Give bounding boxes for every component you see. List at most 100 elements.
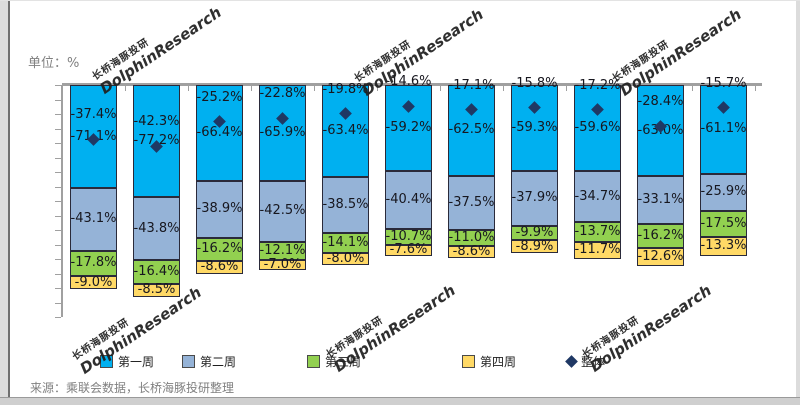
source-text: 来源：乘联会数据，长桥海豚投研整理 bbox=[30, 381, 235, 395]
watermark-line1: 长桥海豚投研 bbox=[352, 38, 414, 85]
bar-segment bbox=[196, 261, 243, 274]
bar-segment-label: -11.0% bbox=[448, 229, 495, 245]
bar-segment-label: -8.9% bbox=[515, 238, 554, 254]
bar-segment bbox=[259, 259, 306, 270]
bar-segment-label: -8.6% bbox=[452, 244, 491, 260]
x-axis-tick bbox=[755, 86, 756, 91]
bar-segment-label: -62.5% bbox=[448, 122, 495, 138]
y-axis-tick bbox=[55, 128, 61, 130]
bar-segment bbox=[385, 244, 432, 256]
y-axis-tick bbox=[55, 85, 61, 86]
bar-segment bbox=[70, 188, 117, 251]
bar-segment bbox=[259, 180, 306, 243]
bar-segment-label: -9.0% bbox=[74, 274, 113, 290]
legend-label: 整体 bbox=[581, 354, 606, 369]
bar-segment-label: -37.9% bbox=[511, 190, 558, 206]
bar-segment bbox=[196, 85, 243, 182]
bar-segment-label: -43.1% bbox=[70, 211, 117, 227]
bar-segment bbox=[448, 85, 495, 176]
bar-segment-label: -38.5% bbox=[322, 196, 369, 212]
x-axis-tick bbox=[188, 86, 189, 91]
bar-segment-label: -66.4% bbox=[196, 125, 243, 141]
legend-item: 整体 bbox=[565, 353, 606, 369]
bar-segment-label: -61.1% bbox=[700, 121, 747, 137]
bar-segment-label: -10.7% bbox=[385, 229, 432, 245]
y-axis-tick bbox=[55, 143, 61, 144]
legend-swatch-icon bbox=[100, 354, 113, 368]
bar-segment bbox=[322, 232, 369, 254]
legend-swatch-icon bbox=[307, 354, 320, 368]
bar-segment-label: -59.2% bbox=[385, 119, 432, 135]
bar-segment bbox=[637, 176, 684, 225]
x-axis-tick bbox=[629, 86, 630, 91]
y-axis-tick bbox=[55, 244, 61, 246]
bar-segment bbox=[70, 276, 117, 290]
bar-segment-label: -9.9% bbox=[515, 225, 554, 241]
frame-edge-right bbox=[796, 0, 800, 397]
bar-segment-label: -42.5% bbox=[259, 203, 306, 219]
y-axis-tick bbox=[55, 259, 61, 260]
diamond-value-label: -22.8% bbox=[259, 86, 306, 102]
bar-segment bbox=[133, 196, 180, 261]
bar-segment bbox=[196, 237, 243, 262]
bar-segment bbox=[259, 85, 306, 181]
bar-segment-label: -17.8% bbox=[70, 255, 117, 271]
bar-segment-label: -7.0% bbox=[263, 256, 302, 272]
bar-segment bbox=[385, 85, 432, 171]
bar-segment bbox=[322, 85, 369, 177]
bar-segment-label: -34.7% bbox=[574, 188, 621, 204]
bar-segment bbox=[700, 85, 747, 174]
diamond-value-label: -15.8% bbox=[511, 75, 558, 91]
x-axis-tick bbox=[314, 86, 315, 91]
bar-segment-label: -16.2% bbox=[196, 241, 243, 257]
diamond-value-label: -14.6% bbox=[385, 74, 432, 90]
x-axis-tick bbox=[566, 86, 567, 91]
bar-segment-label: -59.3% bbox=[511, 119, 558, 135]
bar-segment bbox=[700, 236, 747, 256]
x-axis-tick bbox=[440, 86, 441, 91]
legend: 第一周 第二周 第三周 第四周 整体 bbox=[0, 351, 800, 371]
bar-segment bbox=[511, 240, 558, 254]
frame-edge-top bbox=[0, 0, 800, 1]
y-axis-tick bbox=[55, 302, 61, 304]
bar-segment bbox=[637, 247, 684, 267]
bar-segment-label: -65.9% bbox=[259, 124, 306, 140]
bar-segment-label: -37.5% bbox=[448, 194, 495, 210]
y-axis-tick bbox=[55, 157, 61, 159]
bar-segment bbox=[448, 230, 495, 246]
y-axis-tick bbox=[55, 201, 61, 202]
bar-segment-label: -8.0% bbox=[326, 251, 365, 266]
bar-segment-label: -8.6% bbox=[200, 259, 239, 275]
bar-segment bbox=[511, 170, 558, 226]
bar-segment-label: -16.4% bbox=[133, 264, 180, 280]
legend-diamond-icon bbox=[565, 354, 578, 368]
watermark-line1: 长桥海豚投研 bbox=[90, 36, 152, 83]
bar-segment-label: -13.7% bbox=[574, 223, 621, 239]
bar-segment bbox=[637, 224, 684, 248]
bar-segment bbox=[448, 245, 495, 259]
bar-segment bbox=[511, 85, 558, 171]
legend-label: 第二周 bbox=[200, 354, 237, 369]
diamond-value-label: -19.8% bbox=[322, 81, 369, 97]
legend-label: 第三周 bbox=[325, 354, 362, 369]
y-axis-tick bbox=[55, 317, 61, 318]
bar-segment bbox=[448, 175, 495, 230]
bar-segment-label: -63.4% bbox=[322, 122, 369, 138]
bar-segment-label: -40.4% bbox=[385, 192, 432, 208]
bar-segment bbox=[574, 241, 621, 259]
bar-segment-label: -8.5% bbox=[137, 282, 176, 298]
frame-edge-bottom bbox=[0, 397, 800, 405]
diamond-value-label: -37.4% bbox=[70, 107, 117, 123]
bar-segment bbox=[133, 260, 180, 285]
y-axis-tick bbox=[55, 172, 61, 173]
bar-segment bbox=[70, 250, 117, 277]
y-axis-tick bbox=[55, 99, 61, 101]
diamond-value-label: -25.2% bbox=[196, 89, 243, 105]
x-axis-tick bbox=[377, 86, 378, 91]
bar-segment-label: -43.8% bbox=[133, 220, 180, 236]
bar-segment-label: -12.1% bbox=[259, 242, 306, 258]
bar-segment-label: -16.2% bbox=[637, 228, 684, 244]
legend-label: 第四周 bbox=[480, 354, 517, 369]
